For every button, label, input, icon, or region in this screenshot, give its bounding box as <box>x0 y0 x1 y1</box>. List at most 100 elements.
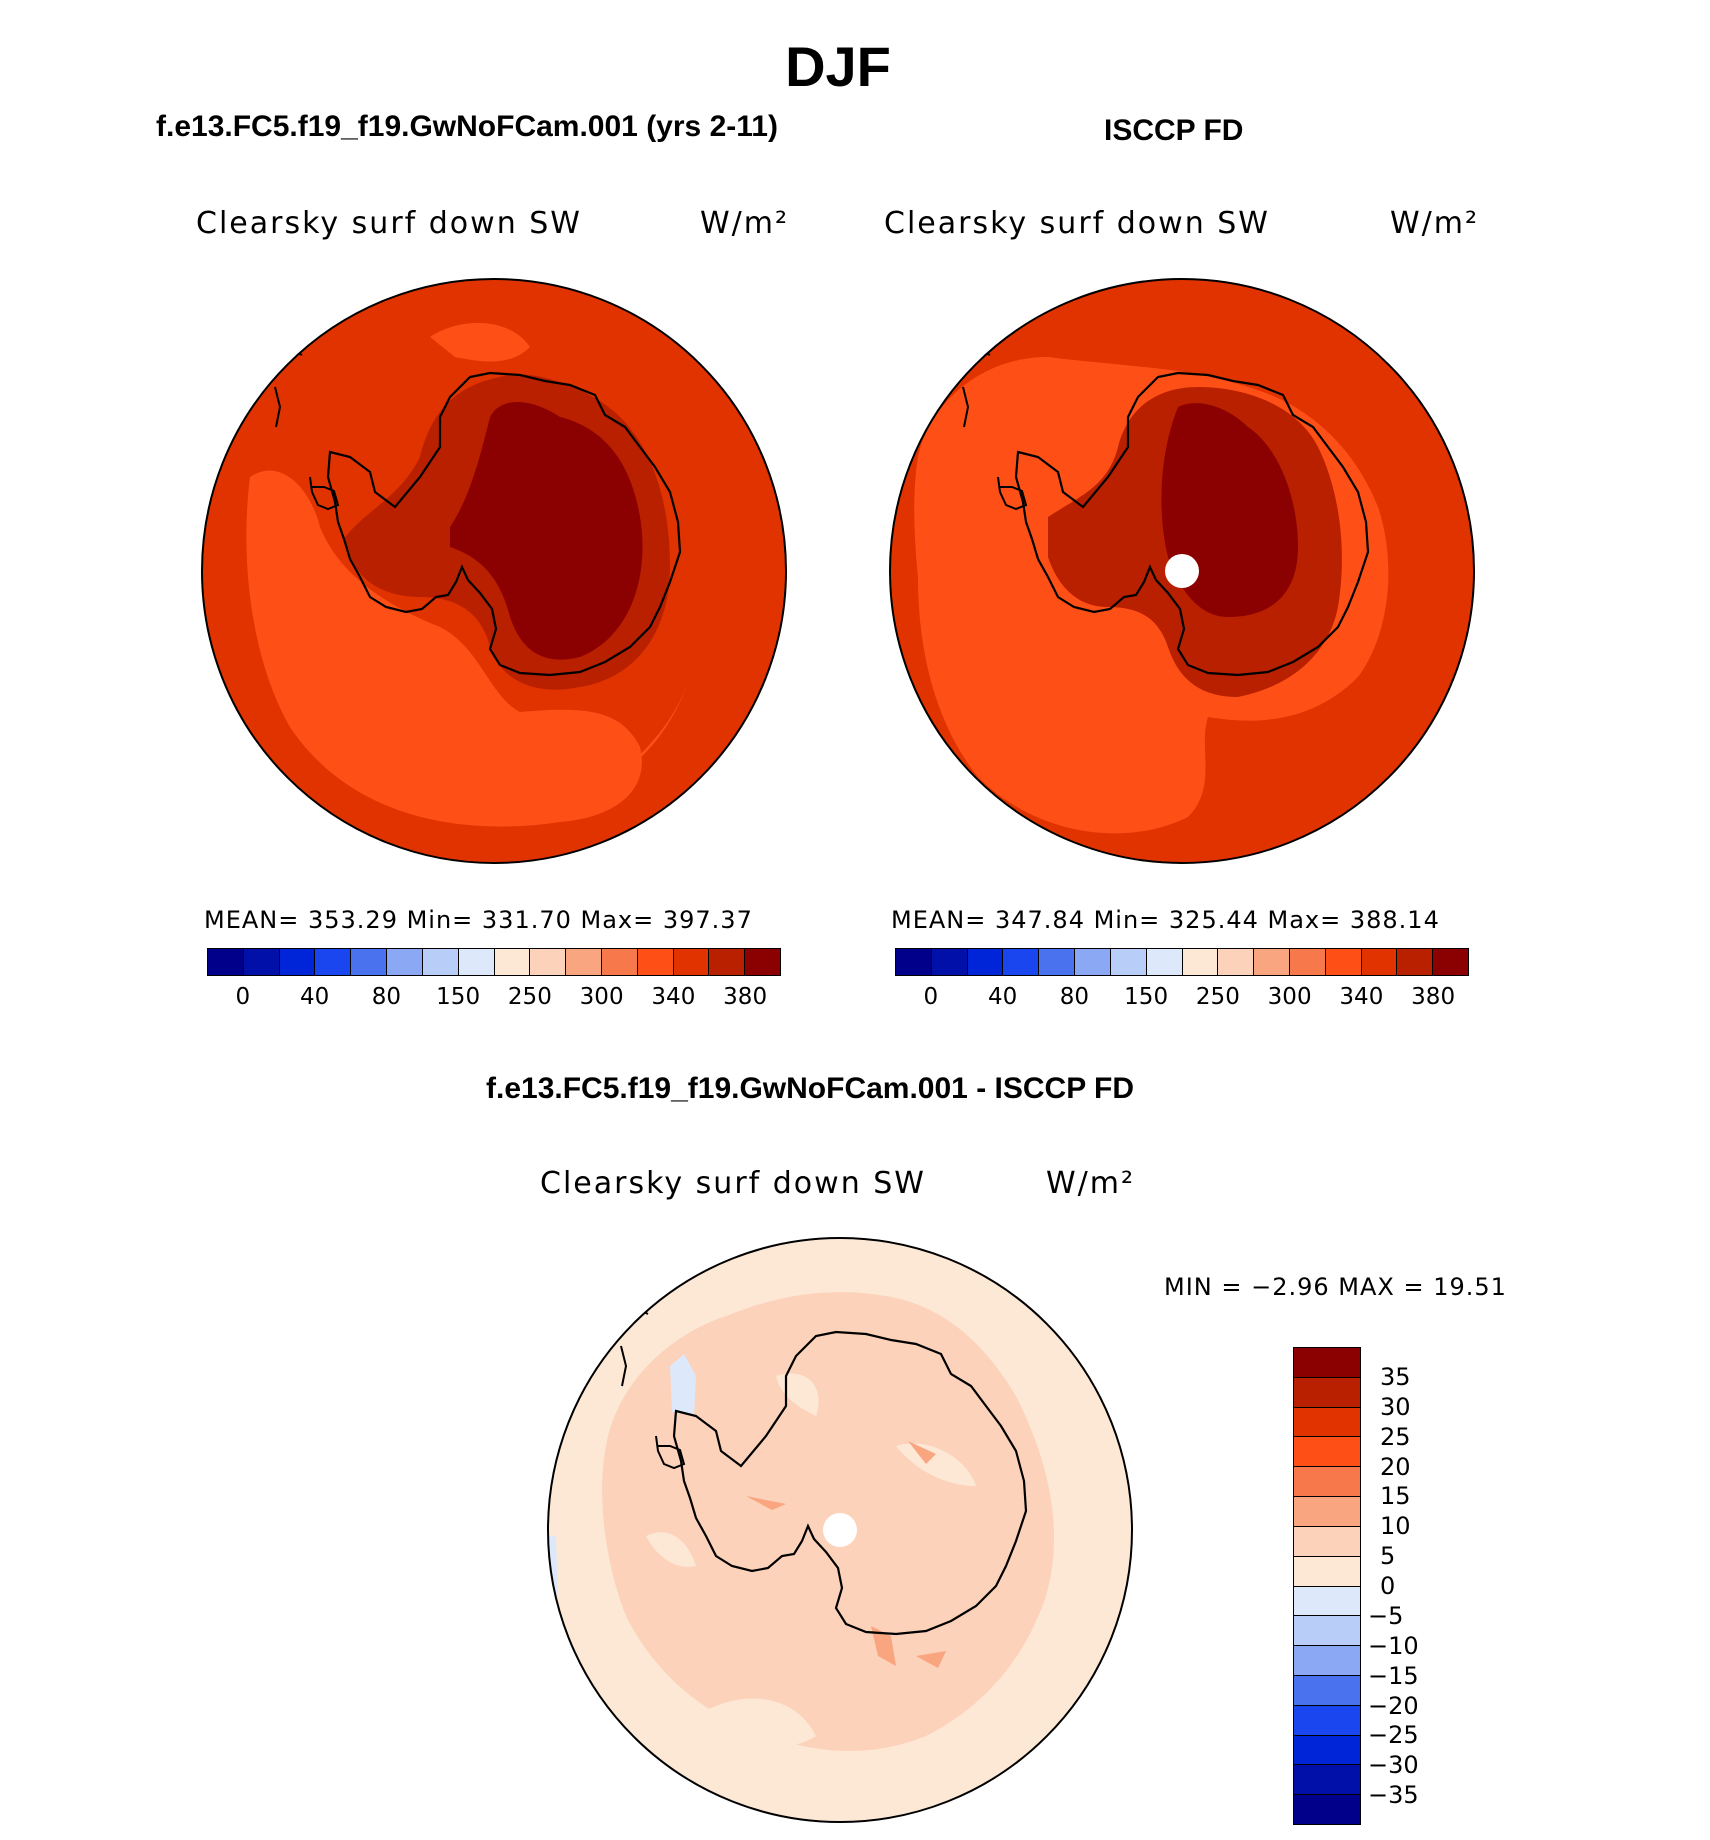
model-coastline <box>217 401 226 423</box>
colorbar-tick-label: 20 <box>1380 1452 1411 1481</box>
colorbar-swatch <box>1075 949 1111 975</box>
colorbar-tick-label: 380 <box>1411 984 1456 1010</box>
obs-map-border <box>889 278 1475 864</box>
model-polar-map <box>201 278 787 864</box>
model-map-border <box>201 278 787 864</box>
obs-coastline <box>997 476 1028 511</box>
colorbar-swatch <box>387 949 423 975</box>
model-colorbar <box>207 948 781 976</box>
colorbar-swatch <box>1289 949 1326 975</box>
colorbar-tick-label: 40 <box>987 984 1018 1010</box>
difference-polar-map <box>547 1237 1133 1823</box>
colorbar-swatch <box>315 949 352 975</box>
colorbar-tick-label: 340 <box>651 984 696 1010</box>
colorbar-tick-label: 30 <box>1380 1392 1411 1421</box>
colorbar-tick-label: 15 <box>1380 1482 1411 1511</box>
colorbar-swatch <box>1110 949 1147 975</box>
colorbar-swatch <box>1294 1675 1360 1706</box>
colorbar-swatch <box>458 949 495 975</box>
colorbar-swatch <box>1397 949 1434 975</box>
colorbar-swatch <box>1294 1646 1360 1676</box>
colorbar-swatch <box>1254 949 1290 975</box>
difference-field-10-15 <box>746 1496 786 1510</box>
obs-units-label: W/m² <box>1390 206 1480 241</box>
obs-pole-missing-data <box>1165 554 1199 588</box>
model-variable-label: Clearsky surf down SW <box>196 206 582 241</box>
obs-colorbar <box>895 948 1469 976</box>
difference-units-label: W/m² <box>1046 1166 1136 1201</box>
model-coastline <box>309 476 340 511</box>
colorbar-swatch <box>1182 949 1219 975</box>
colorbar-swatch <box>1433 949 1468 975</box>
difference-coastline <box>672 1330 1028 1636</box>
obs-polar-map <box>889 278 1475 864</box>
obs-coastline <box>962 386 970 428</box>
colorbar-tick-label: 150 <box>1124 984 1169 1010</box>
colorbar-swatch <box>1294 1437 1360 1468</box>
model-case-title: f.e13.FC5.f19_f19.GwNoFCam.001 (yrs 2-11… <box>156 110 778 143</box>
colorbar-swatch <box>494 949 531 975</box>
colorbar-tick-label: 80 <box>371 984 402 1010</box>
colorbar-swatch <box>709 949 746 975</box>
colorbar-swatch <box>1146 949 1183 975</box>
colorbar-tick-label: −15 <box>1368 1661 1419 1690</box>
colorbar-swatch <box>1294 1705 1360 1736</box>
colorbar-swatch <box>1039 949 1076 975</box>
model-coastline <box>326 371 682 677</box>
colorbar-tick-label: 40 <box>299 984 330 1010</box>
difference-field-10-15 <box>908 1441 936 1464</box>
colorbar-swatch <box>601 949 638 975</box>
colorbar-tick-label: 0 <box>1380 1572 1396 1600</box>
colorbar-swatch <box>208 949 244 975</box>
model-coastline <box>274 386 282 428</box>
difference-field-0-5 <box>646 1532 696 1567</box>
colorbar-tick-label: 300 <box>1267 984 1312 1010</box>
colorbar-tick-label: −25 <box>1368 1721 1419 1750</box>
difference-colorbar <box>1293 1347 1361 1825</box>
model-field-320 <box>430 323 530 362</box>
colorbar-swatch <box>745 949 780 975</box>
colorbar-swatch <box>967 949 1004 975</box>
colorbar-tick-label: 340 <box>1339 984 1384 1010</box>
colorbar-tick-label: 35 <box>1380 1362 1411 1391</box>
difference-variable-label: Clearsky surf down SW <box>540 1166 926 1201</box>
colorbar-tick-label: −35 <box>1368 1781 1419 1810</box>
colorbar-swatch <box>673 949 710 975</box>
colorbar-swatch <box>422 949 459 975</box>
difference-map-border <box>547 1237 1133 1823</box>
difference-field-0-5 <box>696 1698 816 1747</box>
obs-case-title: ISCCP FD <box>1104 114 1244 147</box>
colorbar-swatch <box>1294 1795 1360 1824</box>
colorbar-swatch <box>1294 1526 1360 1557</box>
colorbar-swatch <box>1294 1735 1360 1766</box>
colorbar-swatch <box>1294 1616 1360 1647</box>
colorbar-tick-label: −30 <box>1368 1751 1419 1780</box>
obs-coastline <box>1014 371 1370 677</box>
difference-case-title: f.e13.FC5.f19_f19.GwNoFCam.001 - ISCCP F… <box>486 1072 1134 1105</box>
colorbar-tick-label: −20 <box>1368 1691 1419 1720</box>
colorbar-swatch <box>1325 949 1362 975</box>
colorbar-swatch <box>1294 1467 1360 1498</box>
obs-variable-label: Clearsky surf down SW <box>884 206 1270 241</box>
model-stats: MEAN= 353.29 Min= 331.70 Max= 397.37 <box>204 906 753 934</box>
colorbar-swatch <box>351 949 388 975</box>
obs-coastline <box>905 401 914 423</box>
difference-field-negative <box>670 1354 696 1416</box>
colorbar-tick-label: 10 <box>1380 1512 1411 1541</box>
colorbar-tick-label: 0 <box>923 984 939 1010</box>
difference-pole-missing-data <box>823 1513 857 1547</box>
colorbar-swatch <box>1294 1765 1360 1796</box>
colorbar-tick-label: 250 <box>507 984 552 1010</box>
colorbar-swatch <box>1294 1348 1360 1378</box>
colorbar-swatch <box>243 949 280 975</box>
colorbar-swatch <box>896 949 932 975</box>
colorbar-tick-label: 5 <box>1380 1542 1396 1571</box>
model-field-320 <box>246 470 642 827</box>
colorbar-swatch <box>1294 1377 1360 1408</box>
colorbar-tick-label: 250 <box>1195 984 1240 1010</box>
difference-field-10-15 <box>916 1651 946 1668</box>
colorbar-swatch <box>1294 1407 1360 1438</box>
model-units-label: W/m² <box>700 206 790 241</box>
difference-minmax: MIN = −2.96 MAX = 19.51 <box>1164 1273 1507 1301</box>
colorbar-tick-label: −5 <box>1368 1601 1404 1630</box>
